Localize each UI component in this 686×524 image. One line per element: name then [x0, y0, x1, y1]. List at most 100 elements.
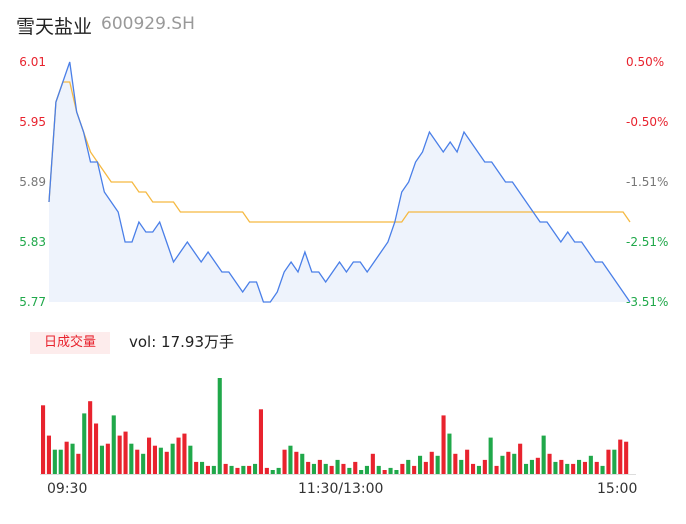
volume-bar: [223, 463, 228, 474]
volume-bar: [205, 465, 210, 474]
volume-bar: [394, 470, 399, 474]
volume-bar: [347, 467, 352, 474]
pct-label-2: -0.50%: [626, 115, 669, 129]
volume-bar: [329, 465, 334, 474]
volume-bar: [423, 461, 428, 474]
time-tick-midday: 11:30/13:00: [298, 481, 384, 497]
volume-bar: [229, 465, 234, 474]
volume-bar: [241, 465, 246, 474]
volume-bar: [512, 453, 517, 474]
volume-bar: [306, 461, 311, 474]
volume-bar: [524, 463, 529, 474]
volume-bar: [577, 459, 582, 474]
volume-bar: [129, 443, 134, 474]
volume-bar: [341, 463, 346, 474]
volume-bar: [359, 470, 364, 474]
volume-bar: [518, 443, 523, 474]
volume-bar: [123, 431, 128, 474]
time-tick-open: 09:30: [47, 481, 88, 497]
volume-bar: [471, 463, 476, 474]
volume-bar: [82, 413, 87, 474]
pct-label-4: -2.51%: [626, 235, 669, 249]
volume-bar: [264, 467, 269, 474]
volume-bar: [182, 433, 187, 474]
volume-bar: [353, 461, 358, 474]
volume-bar: [459, 459, 464, 474]
volume-bar: [488, 437, 493, 474]
volume-bar: [64, 441, 69, 474]
volume-bar: [447, 433, 452, 474]
volume-bar: [465, 449, 470, 474]
volume-bar: [300, 453, 305, 474]
pct-label-top: 0.50%: [626, 55, 665, 69]
pct-label-bottom: -3.51%: [626, 295, 669, 309]
volume-bar: [117, 435, 122, 474]
volume-bar: [453, 453, 458, 474]
volume-bar: [105, 443, 110, 474]
volume-bar: [276, 467, 281, 474]
volume-badge[interactable]: 日成交量: [30, 332, 110, 354]
volume-bar: [494, 465, 499, 474]
volume-bar: [317, 459, 322, 474]
price-label-2: 5.95: [19, 115, 46, 129]
stock-name: 雪天盐业: [16, 16, 93, 38]
volume-bar: [588, 455, 593, 474]
volume-bar: [99, 445, 104, 474]
volume-bar: [247, 465, 252, 474]
volume-bar: [158, 447, 163, 474]
volume-bar: [152, 445, 157, 474]
volume-bar: [270, 470, 275, 474]
price-label-top: 6.01: [19, 55, 46, 69]
volume-bar: [282, 449, 287, 474]
volume-bar: [200, 461, 205, 474]
volume-bar: [382, 470, 387, 474]
volume-bar: [388, 467, 393, 474]
volume-bar: [335, 459, 340, 474]
time-tick-close: 15:00: [597, 481, 638, 497]
volume-bar: [482, 459, 487, 474]
volume-bar: [217, 378, 222, 474]
volume-bar: [529, 459, 534, 474]
volume-bar: [506, 451, 511, 474]
volume-bar: [594, 461, 599, 474]
volume-bar: [41, 405, 46, 474]
volume-bar: [294, 451, 299, 474]
volume-bar: [52, 449, 57, 474]
volume-bar: [376, 465, 381, 474]
price-label-4: 5.83: [19, 235, 46, 249]
volume-bar: [94, 423, 99, 474]
volume-bar: [429, 451, 434, 474]
volume-bar: [500, 455, 505, 474]
volume-bar: [164, 451, 169, 474]
volume-bar: [441, 415, 446, 474]
volume-bar: [288, 445, 293, 474]
volume-bar: [418, 455, 423, 474]
volume-bar: [400, 463, 405, 474]
volume-bar: [606, 449, 611, 474]
volume-bar: [70, 443, 75, 474]
average-price-line: [48, 81, 631, 223]
volume-bar: [553, 461, 558, 474]
volume-bar: [406, 459, 411, 474]
price-label-bottom: 5.77: [19, 295, 46, 309]
volume-bar: [176, 437, 181, 474]
volume-bar: [323, 463, 328, 474]
volume-bar: [535, 457, 540, 474]
volume-bar: [170, 443, 175, 474]
volume-bar: [624, 441, 629, 474]
volume-bar: [435, 455, 440, 474]
volume-bar: [311, 463, 316, 474]
price-label-mid: 5.89: [19, 175, 46, 189]
volume-bar: [147, 437, 152, 474]
volume-bar: [612, 449, 617, 474]
volume-bar: [565, 463, 570, 474]
volume-bar: [58, 449, 63, 474]
volume-bar: [582, 461, 587, 474]
volume-bar: [211, 465, 216, 474]
volume-bar: [141, 453, 146, 474]
volume-bar: [258, 409, 263, 474]
pct-label-mid: -1.51%: [626, 175, 669, 189]
volume-bar: [76, 453, 81, 474]
volume-bar: [46, 435, 51, 474]
